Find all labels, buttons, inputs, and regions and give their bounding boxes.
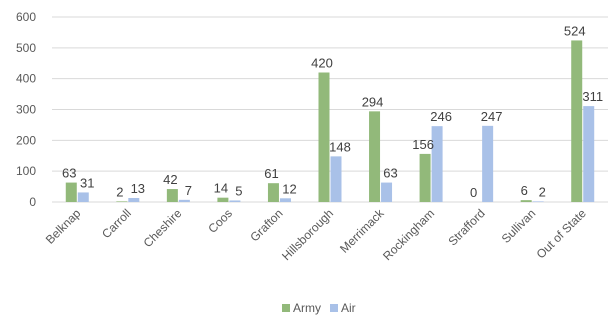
x-category-label: Carroll — [99, 206, 134, 241]
bar-army — [65, 182, 77, 202]
y-tick-label: 500 — [16, 41, 36, 55]
bar-air — [330, 156, 342, 202]
data-label-air: 12 — [282, 181, 296, 196]
bar-air — [532, 201, 544, 202]
bar-army — [369, 111, 381, 202]
bar-air — [279, 198, 291, 202]
x-category-label: Out of State — [534, 206, 589, 261]
bar-army — [267, 183, 279, 202]
data-label-air: 5 — [235, 183, 242, 198]
data-label-army: 156 — [412, 137, 434, 152]
data-label-air: 31 — [80, 175, 94, 190]
data-label-army: 42 — [163, 172, 177, 187]
x-category-label: Strafford — [445, 206, 487, 248]
y-tick-label: 600 — [16, 10, 36, 24]
bar-army — [116, 201, 128, 202]
legend-swatch-air — [330, 304, 338, 312]
data-label-army: 6 — [521, 183, 528, 198]
x-category-label: Belknap — [43, 206, 84, 247]
legend: Army Air — [282, 301, 356, 315]
data-label-air: 7 — [185, 183, 192, 198]
bar-army — [166, 189, 178, 202]
data-label-air: 148 — [329, 139, 351, 154]
bar-army — [571, 40, 583, 202]
data-label-air: 246 — [430, 109, 452, 124]
data-label-army: 524 — [564, 23, 586, 38]
data-label-army: 420 — [311, 56, 333, 71]
bar-air — [128, 197, 140, 202]
y-tick-label: 100 — [16, 164, 36, 178]
x-category-label: Merrimack — [337, 206, 387, 256]
legend-swatch-army — [282, 304, 290, 312]
x-category-label: Sullivan — [499, 206, 539, 246]
bar-air — [431, 126, 443, 202]
bar-army — [217, 197, 229, 202]
data-label-air: 247 — [481, 109, 503, 124]
bar-air — [381, 182, 393, 202]
bar-army — [520, 200, 532, 202]
data-label-army: 61 — [264, 166, 278, 181]
data-label-air: 2 — [539, 184, 546, 199]
bar-air — [229, 200, 241, 202]
data-label-army: 0 — [470, 185, 477, 200]
gridlines — [52, 16, 608, 203]
x-category-label: Rockingham — [380, 206, 437, 263]
y-tick-label: 0 — [29, 195, 36, 209]
x-axis-categories: Belknap Carroll Cheshire Coos GraftonHillsbo… — [43, 206, 589, 264]
x-category-label: Grafton — [247, 206, 285, 244]
y-tick-label: 200 — [16, 133, 36, 147]
y-axis-ticks: 0 100 200 300 400 500 600 — [16, 10, 36, 209]
data-label-air: 311 — [582, 89, 603, 104]
bar-air — [583, 106, 595, 202]
y-tick-label: 400 — [16, 72, 36, 86]
data-label-air: 63 — [383, 166, 397, 181]
bar-air — [77, 192, 89, 202]
data-label-army: 294 — [362, 94, 384, 109]
legend-label-army: Army — [293, 301, 321, 315]
bars — [65, 40, 595, 203]
x-category-label: Hillsborough — [279, 206, 336, 263]
y-tick-label: 300 — [16, 103, 36, 117]
bar-army — [318, 72, 330, 202]
bar-air — [178, 199, 190, 202]
data-label-army: 63 — [62, 166, 76, 181]
legend-label-air: Air — [341, 301, 356, 315]
data-label-army: 2 — [116, 184, 123, 199]
data-label-army: 14 — [214, 181, 228, 196]
x-category-label: Cheshire — [141, 206, 185, 250]
data-label-air: 13 — [131, 181, 145, 196]
bar-air — [482, 125, 494, 202]
x-category-label: Coos — [205, 206, 235, 236]
bar-army — [419, 153, 431, 202]
